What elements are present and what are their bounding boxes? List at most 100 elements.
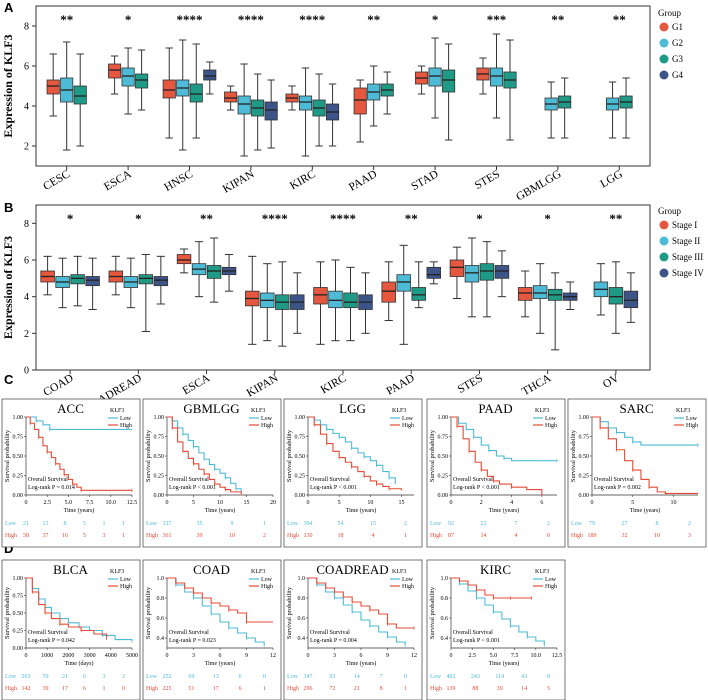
km-y-label: Survival probability <box>4 429 11 482</box>
risk-high-value: 39 <box>197 533 203 539</box>
category-label: LGG <box>598 168 624 190</box>
km-x-tick-label: 10.0 <box>106 500 117 506</box>
km-legend-low: Low <box>545 416 557 422</box>
risk-low-value: 59 <box>43 674 49 680</box>
km-survival-label: Overall Survival <box>28 477 68 483</box>
km-x-tick-label: 12 <box>411 653 417 659</box>
km-survival-label: Overall Survival <box>169 477 209 483</box>
risk-high-value: 87 <box>448 533 454 539</box>
box <box>426 266 441 279</box>
risk-high-value: 72 <box>329 686 335 692</box>
y-tick-label: 6 <box>24 256 29 267</box>
legend: Group Stage I Stage II Stage III Stage IV <box>658 206 704 278</box>
km-legend-high: High <box>402 584 414 590</box>
risk-low-value: 394 <box>304 521 313 527</box>
km-y-tick-label: 0.00 <box>438 493 449 499</box>
box <box>153 276 169 287</box>
km-y-label: Survival probability <box>286 429 293 482</box>
category-label: OV <box>601 372 622 391</box>
legend: Group G1 G2 G3 G4 <box>658 8 683 80</box>
km-y-tick-label: 0.6 <box>441 616 449 622</box>
risk-low-value: 6 <box>83 674 86 680</box>
legend-marker <box>659 268 669 278</box>
risk-row-label-high: High <box>430 686 442 692</box>
legend-marker <box>659 38 669 48</box>
risk-low-value: 252 <box>163 674 172 680</box>
km-legend-low: Low <box>261 416 273 422</box>
risk-high-value: 139 <box>447 686 456 692</box>
km-legend-low: Low <box>261 577 273 583</box>
box <box>343 292 358 309</box>
km-y-tick-label: 0.6 <box>157 616 165 622</box>
km-legend-high: High <box>261 584 273 590</box>
legend-entry: Stage I <box>672 220 697 230</box>
km-y-label: Survival probability <box>286 586 293 639</box>
box <box>46 79 60 95</box>
risk-low-value: 93 <box>329 674 335 680</box>
km-frame <box>426 398 566 548</box>
km-x-tick-label: 5000 <box>126 653 138 659</box>
risk-row-label-low: Low <box>5 521 17 527</box>
risk-low-value: 8 <box>64 521 67 527</box>
km-x-tick-label: 9 <box>245 653 248 659</box>
km-y-tick-label: 0.00 <box>13 646 24 652</box>
y-tick-label: 0 <box>24 366 29 377</box>
km-survival-label: Overall Survival <box>169 630 209 636</box>
km-x-tick-label: 0 <box>450 653 453 659</box>
legend-marker <box>659 236 669 246</box>
risk-row-label-low: Low <box>287 521 299 527</box>
km-x-tick-label: 5.0 <box>65 500 73 506</box>
box <box>108 63 122 79</box>
legend-entry: Stage IV <box>672 268 704 278</box>
km-x-tick-label: 15 <box>399 500 405 506</box>
risk-high-value: 5 <box>83 533 86 539</box>
risk-low-value: 263 <box>22 674 31 680</box>
risk-low-value: 0 <box>404 674 407 680</box>
risk-high-value: 21 <box>354 686 360 692</box>
km-title: SARC <box>620 401 654 416</box>
significance-label: **** <box>177 12 203 27</box>
risk-low-value: 21 <box>62 674 68 680</box>
km-title: GBMLGG <box>183 401 239 416</box>
km-y-tick-label: 1.00 <box>154 415 165 421</box>
box <box>442 69 456 93</box>
risk-low-value: 8 <box>547 674 550 680</box>
km-legend-title: KLF3 <box>110 408 124 414</box>
km-y-tick-label: 0.75 <box>295 435 306 441</box>
risk-high-value: 3 <box>103 533 106 539</box>
km-x-tick-label: 0 <box>166 500 169 506</box>
km-x-tick-label: 2.5 <box>468 653 476 659</box>
km-legend-low: Low <box>402 577 414 583</box>
box <box>313 287 328 305</box>
km-x-tick-label: 6 <box>360 653 363 659</box>
risk-high-value: 6 <box>239 686 242 692</box>
km-x-label: Time (years) <box>64 507 95 514</box>
km-y-tick-label: 1.00 <box>295 415 306 421</box>
risk-row-label-low: Low <box>571 521 583 527</box>
km-frame <box>1 559 141 700</box>
significance-label: **** <box>238 12 264 27</box>
km-x-tick-label: 12 <box>270 653 276 659</box>
km-legend-low: Low <box>686 416 698 422</box>
category-label: THCA <box>520 372 554 398</box>
risk-row-label-high: High <box>287 533 299 539</box>
risk-low-value: 7 <box>515 521 518 527</box>
km-x-tick-label: 15 <box>244 500 250 506</box>
risk-low-value: 9 <box>231 521 234 527</box>
km-survival-label: Overall Survival <box>453 630 493 636</box>
box <box>411 287 426 301</box>
km-plot-lgg: 0.00 0.25 0.50 0.75 1.00 Survival probability… <box>283 398 423 548</box>
box <box>121 67 135 87</box>
category-label: PAAD <box>347 168 379 194</box>
km-y-tick-label: 0.50 <box>438 454 449 460</box>
risk-high-value: 39 <box>43 686 49 692</box>
km-curve-high <box>592 416 698 494</box>
km-frame <box>283 559 423 700</box>
km-y-tick-label: 0.50 <box>154 454 165 460</box>
risk-low-value: 43 <box>521 674 527 680</box>
risk-high-value: 14 <box>521 686 527 692</box>
km-x-label: Time (years) <box>630 507 661 514</box>
significance-label: * <box>432 12 439 27</box>
km-x-label: Time (days) <box>65 660 94 667</box>
